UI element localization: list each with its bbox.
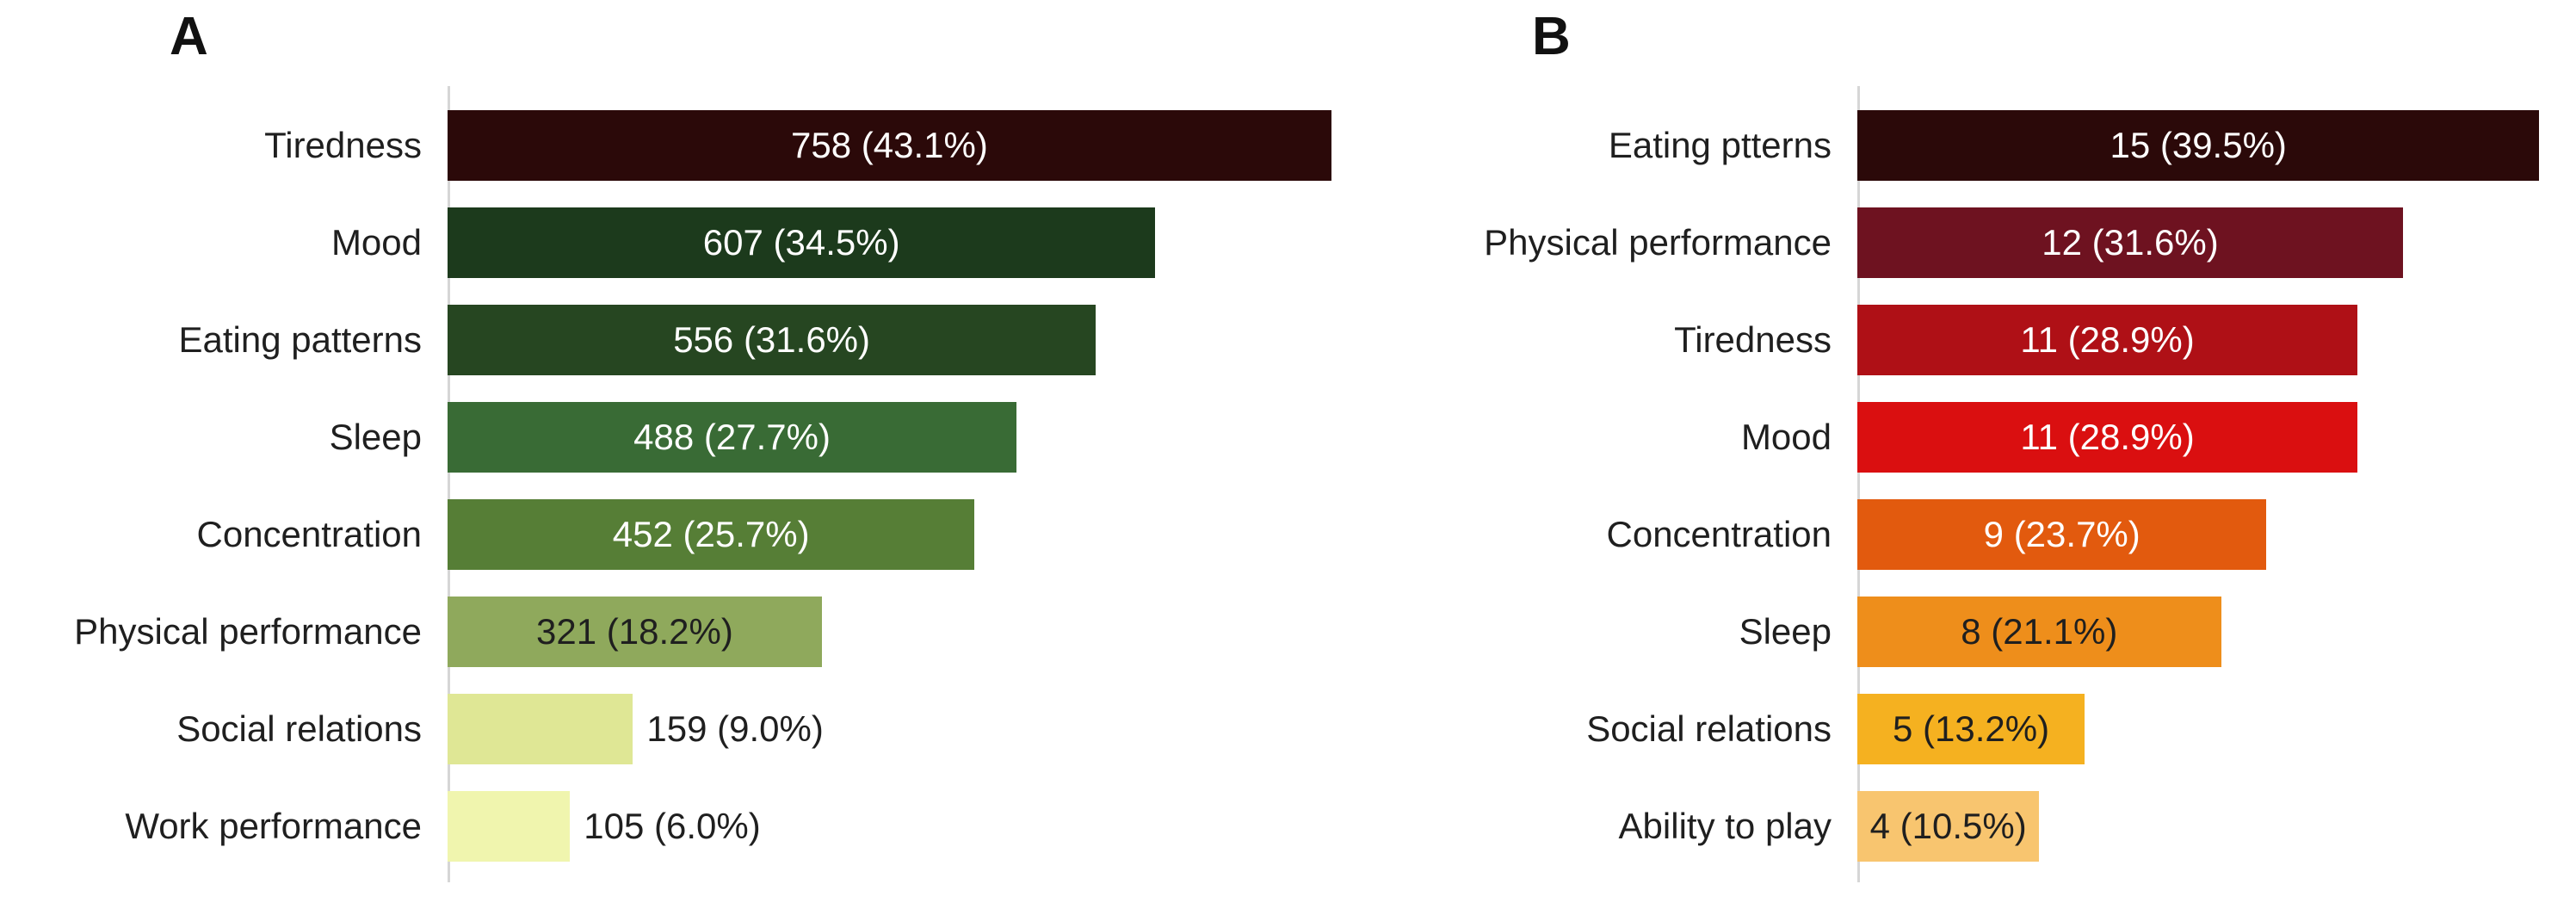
chart-row: Sleep 488 (27.7%)	[0, 388, 1351, 485]
category-label: Sleep	[1739, 610, 1832, 652]
category-label: Eating ptterns	[1608, 124, 1832, 165]
bar	[448, 693, 633, 764]
bar: 5 (13.2%)	[1857, 693, 2085, 764]
chart-row: Concentration 9 (23.7%)	[1351, 485, 2576, 583]
value-label: 556 (31.6%)	[673, 318, 871, 360]
category-label: Tiredness	[264, 124, 422, 165]
value-label: 9 (23.7%)	[1983, 513, 2140, 554]
axis-line	[1857, 86, 1860, 882]
panel-a: A Tiredness 758 (43.1%) Mood 607 (34.5%) Eat…	[0, 7, 1351, 882]
chart-row: Mood 11 (28.9%)	[1351, 388, 2576, 485]
bar: 607 (34.5%)	[448, 207, 1156, 278]
bar-area: 321 (18.2%)	[448, 596, 1351, 667]
chart-row: Eating ptterns 15 (39.5%)	[1351, 96, 2576, 194]
chart-row: Ability to play 4 (10.5%)	[1351, 777, 2576, 875]
category-label: Concentration	[1606, 513, 1832, 554]
bar-area: 11 (28.9%)	[1857, 401, 2576, 473]
bar: 8 (21.1%)	[1857, 596, 2221, 667]
chart-row: Physical performance 12 (31.6%)	[1351, 194, 2576, 291]
bar-area: 452 (25.7%)	[448, 498, 1351, 570]
chart-row: Sleep 8 (21.1%)	[1351, 583, 2576, 680]
category-label: Ability to play	[1618, 805, 1832, 846]
axis-line	[448, 86, 450, 882]
value-label: 12 (31.6%)	[2042, 221, 2219, 263]
bar-area: 105 (6.0%)	[448, 790, 1351, 862]
chart-row: Work performance 105 (6.0%)	[0, 777, 1351, 875]
value-label: 758 (43.1%)	[791, 124, 988, 165]
panel-b: B Eating ptterns 15 (39.5%) Physical perfo…	[1351, 0, 2576, 915]
bar-area: 9 (23.7%)	[1857, 498, 2576, 570]
value-label: 159 (9.0%)	[646, 708, 824, 749]
bar-area: 11 (28.9%)	[1857, 304, 2576, 375]
bar: 9 (23.7%)	[1857, 498, 2267, 570]
value-label: 5 (13.2%)	[1893, 708, 2050, 749]
bar: 12 (31.6%)	[1857, 207, 2403, 278]
value-label: 11 (28.9%)	[2020, 416, 2195, 457]
bar: 488 (27.7%)	[448, 401, 1017, 473]
panel-letter-a: A	[170, 7, 208, 66]
value-label: 321 (18.2%)	[536, 610, 733, 652]
chart-row: Tiredness 758 (43.1%)	[0, 96, 1351, 194]
bar: 758 (43.1%)	[448, 109, 1331, 181]
bar: 11 (28.9%)	[1857, 401, 2358, 473]
chart-row: Tiredness 11 (28.9%)	[1351, 291, 2576, 388]
bar-area: 12 (31.6%)	[1857, 207, 2576, 278]
value-label: 15 (39.5%)	[2110, 124, 2287, 165]
chart-row: Social relations 159 (9.0%)	[0, 680, 1351, 777]
bar-area: 15 (39.5%)	[1857, 109, 2576, 181]
panel-letter-b: B	[1532, 7, 1571, 66]
category-label: Mood	[1740, 416, 1832, 457]
bar-area: 488 (27.7%)	[448, 401, 1351, 473]
bar: 321 (18.2%)	[448, 596, 822, 667]
category-label: Eating patterns	[178, 318, 422, 360]
chart-row: Mood 607 (34.5%)	[0, 194, 1351, 291]
bar: 556 (31.6%)	[448, 304, 1096, 375]
rows: Eating ptterns 15 (39.5%) Physical perform…	[1351, 96, 2576, 875]
chart-row: Physical performance 321 (18.2%)	[0, 583, 1351, 680]
category-label: Sleep	[329, 416, 422, 457]
bar-area: 4 (10.5%)	[1857, 790, 2576, 862]
bar-area: 8 (21.1%)	[1857, 596, 2576, 667]
value-label: 11 (28.9%)	[2020, 318, 2195, 360]
bar-area: 159 (9.0%)	[448, 693, 1351, 764]
bar	[448, 790, 571, 862]
chart-row: Social relations 5 (13.2%)	[1351, 680, 2576, 777]
bar: 15 (39.5%)	[1857, 109, 2540, 181]
category-label: Concentration	[196, 513, 423, 554]
value-label: 488 (27.7%)	[633, 416, 831, 457]
value-label: 4 (10.5%)	[1869, 805, 2027, 846]
bar: 4 (10.5%)	[1857, 790, 2040, 862]
bar-area: 5 (13.2%)	[1857, 693, 2576, 764]
bar: 11 (28.9%)	[1857, 304, 2358, 375]
category-label: Physical performance	[74, 610, 422, 652]
bar-area: 607 (34.5%)	[448, 207, 1351, 278]
value-label: 452 (25.7%)	[612, 513, 810, 554]
category-label: Work performance	[125, 805, 422, 846]
value-label: 607 (34.5%)	[702, 221, 900, 263]
chart-row: Eating patterns 556 (31.6%)	[0, 291, 1351, 388]
category-label: Social relations	[176, 708, 422, 749]
category-label: Social relations	[1586, 708, 1832, 749]
bar-area: 556 (31.6%)	[448, 304, 1351, 375]
category-label: Mood	[330, 221, 422, 263]
chart-row: Concentration 452 (25.7%)	[0, 485, 1351, 583]
category-label: Physical performance	[1484, 221, 1832, 263]
value-label: 8 (21.1%)	[1961, 610, 2118, 652]
rows: Tiredness 758 (43.1%) Mood 607 (34.5%) Eatin…	[0, 96, 1351, 875]
category-label: Tiredness	[1674, 318, 1832, 360]
bar-area: 758 (43.1%)	[448, 109, 1351, 181]
value-label: 105 (6.0%)	[584, 805, 761, 846]
bar: 452 (25.7%)	[448, 498, 975, 570]
